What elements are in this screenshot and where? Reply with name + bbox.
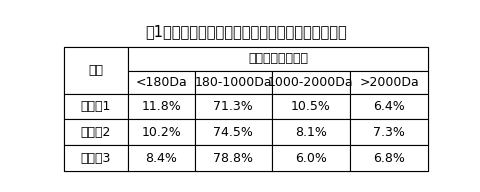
Text: 74.5%: 74.5% [213, 126, 253, 139]
Bar [272, 145, 350, 171]
Bar [350, 71, 428, 94]
Text: <180Da: <180Da [135, 76, 187, 89]
Bar [64, 145, 128, 171]
Bar [350, 145, 428, 171]
Bar [64, 119, 128, 145]
Text: 6.0%: 6.0% [295, 151, 327, 165]
Text: 实施例3: 实施例3 [81, 151, 111, 165]
Bar [272, 119, 350, 145]
Text: 180-1000Da: 180-1000Da [194, 76, 272, 89]
Bar [64, 47, 128, 94]
Text: 实施例1: 实施例1 [81, 100, 111, 113]
Text: 组别: 组别 [88, 64, 103, 77]
Bar [350, 94, 428, 119]
Bar [350, 119, 428, 145]
Text: 10.2%: 10.2% [142, 126, 181, 139]
Text: 1000-2000Da: 1000-2000Da [268, 76, 354, 89]
Bar [195, 145, 272, 171]
Text: 表1：血红蛋白肽稀土铈螯合物中蛋白肽分子量分布: 表1：血红蛋白肽稀土铈螯合物中蛋白肽分子量分布 [145, 24, 347, 39]
Bar [195, 119, 272, 145]
Bar [64, 47, 428, 171]
Text: 78.8%: 78.8% [213, 151, 253, 165]
Text: 8.4%: 8.4% [145, 151, 177, 165]
Text: 71.3%: 71.3% [214, 100, 253, 113]
Bar [128, 94, 195, 119]
Bar [195, 94, 272, 119]
Bar [195, 71, 272, 94]
Text: >2000Da: >2000Da [359, 76, 419, 89]
Text: 6.4%: 6.4% [373, 100, 405, 113]
Bar [128, 47, 428, 71]
Bar [64, 94, 128, 119]
Text: 实施例2: 实施例2 [81, 126, 111, 139]
Text: 蛋白肽分子量分布: 蛋白肽分子量分布 [248, 52, 308, 65]
Bar [128, 71, 195, 94]
Text: 11.8%: 11.8% [142, 100, 181, 113]
Bar [272, 71, 350, 94]
Text: 7.3%: 7.3% [373, 126, 405, 139]
Text: 10.5%: 10.5% [291, 100, 331, 113]
Bar [272, 94, 350, 119]
Bar [128, 119, 195, 145]
Text: 6.8%: 6.8% [373, 151, 405, 165]
Bar [128, 145, 195, 171]
Text: 8.1%: 8.1% [295, 126, 327, 139]
